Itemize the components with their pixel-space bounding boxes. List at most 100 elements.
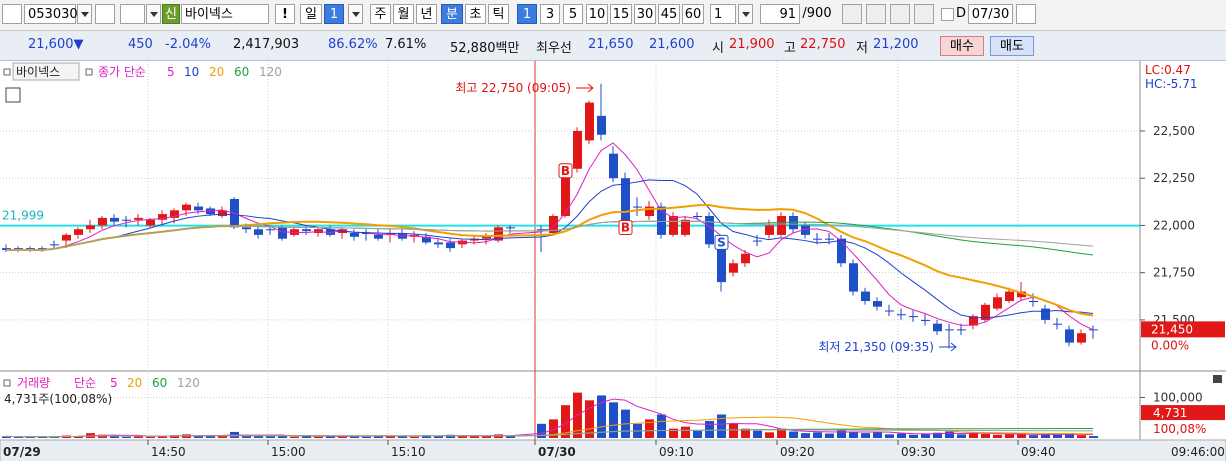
x-tick-label: 07/29 — [3, 445, 41, 459]
volume-bar — [645, 419, 654, 438]
volume-average — [5, 429, 1094, 438]
y-tick-label: 22,500 — [1153, 124, 1195, 138]
candle-body — [693, 216, 702, 217]
volume-bar — [729, 423, 738, 438]
legend-window: 120 — [177, 376, 200, 390]
candle-body — [266, 229, 275, 231]
candle-body — [573, 130, 582, 169]
candle-body — [242, 227, 251, 230]
x-tick-label: 07/30 — [538, 445, 576, 459]
volume-bar — [801, 433, 810, 438]
signal-badge — [714, 234, 729, 250]
volume-bar — [957, 434, 966, 438]
volume-bar — [74, 435, 83, 438]
volume-bar — [825, 433, 834, 438]
candle-body — [717, 244, 726, 283]
volume-bar — [314, 436, 323, 438]
volume-bar — [506, 436, 515, 438]
day-checkbox[interactable] — [941, 8, 954, 21]
candle-body — [729, 263, 738, 273]
period-button[interactable]: 10 — [586, 4, 608, 24]
period-button[interactable]: 3 — [540, 4, 560, 24]
period-button[interactable]: 틱 — [488, 4, 509, 24]
period-button[interactable]: 60 — [682, 4, 704, 24]
candle-body — [837, 238, 846, 264]
quote-value: 21,200 — [873, 37, 919, 52]
count-input[interactable]: 91 — [760, 4, 800, 24]
period-button[interactable]: 년 — [416, 4, 437, 24]
tool-icon[interactable] — [842, 4, 862, 24]
volume-bar — [278, 435, 287, 438]
quote-value: 시 — [712, 41, 724, 56]
candle-body — [494, 227, 503, 241]
unit-input[interactable]: 1 — [710, 4, 736, 24]
sell-button[interactable]: 매도 — [990, 36, 1034, 56]
sound-dropdown[interactable] — [146, 4, 161, 24]
volume-bar — [2, 436, 11, 438]
period-button[interactable]: 1 — [324, 4, 344, 24]
volume-bar — [326, 435, 335, 438]
volume-bar — [1089, 436, 1098, 438]
candle-body — [1089, 329, 1098, 331]
volume-bar — [777, 428, 786, 438]
period-button[interactable]: 월 — [393, 4, 414, 24]
period-button[interactable]: 15 — [610, 4, 632, 24]
period-button[interactable]: 1 — [517, 4, 537, 24]
legend-window: 10 — [184, 65, 199, 79]
volume-change: 100,08% — [1153, 422, 1206, 436]
tool-icon[interactable] — [914, 4, 934, 24]
candle-body — [446, 242, 455, 249]
current-price-box — [1141, 321, 1225, 338]
candle-body — [633, 206, 642, 208]
period-button[interactable]: 30 — [634, 4, 656, 24]
x-axis-bg — [0, 439, 1226, 461]
volume-bar — [561, 405, 570, 438]
quote-value: 7.61% — [385, 37, 427, 52]
buy-button[interactable]: 매수 — [940, 36, 984, 56]
legend-name: 바이넥스 — [16, 65, 60, 79]
legend-window: 60 — [152, 376, 167, 390]
period-button[interactable]: 분 — [441, 4, 463, 24]
moving-average — [6, 179, 1094, 319]
search-button[interactable] — [95, 4, 115, 24]
volume-bar — [266, 436, 275, 438]
candle-body — [1029, 301, 1038, 303]
candle-body — [50, 244, 59, 246]
candle-body — [945, 329, 954, 331]
quote-value: 52,880백만 — [450, 41, 520, 56]
period-button[interactable]: 5 — [563, 4, 583, 24]
menu-icon[interactable] — [2, 4, 22, 24]
tool-icon[interactable] — [890, 4, 910, 24]
volume-bar — [921, 433, 930, 438]
unit-dropdown[interactable] — [738, 4, 753, 24]
period-button[interactable]: 45 — [658, 4, 680, 24]
calendar-button[interactable] — [1016, 4, 1036, 24]
signal-label: B — [561, 164, 570, 178]
volume-bar — [254, 435, 263, 438]
volume-bar — [909, 434, 918, 438]
period-button[interactable]: 주 — [370, 4, 391, 24]
code-input[interactable]: 053030 — [24, 4, 78, 24]
candle-body — [825, 238, 834, 240]
period-dropdown[interactable] — [348, 4, 363, 24]
x-tick-label: 09:30 — [901, 445, 936, 459]
sound-button[interactable] — [120, 4, 145, 24]
period-button[interactable]: 초 — [465, 4, 486, 24]
candle-body — [777, 216, 786, 235]
period-button[interactable]: 일 — [300, 4, 322, 24]
volume-bar — [969, 433, 978, 438]
volume-current: 4,731 — [1153, 406, 1187, 420]
tool-icon[interactable] — [866, 4, 886, 24]
candle-body — [993, 297, 1002, 309]
date-input[interactable]: 07/30 — [968, 4, 1013, 24]
name-input[interactable]: 바이넥스 — [181, 4, 269, 24]
alert-button[interactable]: ! — [275, 4, 295, 24]
legend-ma-label: 종가 단순 — [98, 65, 146, 79]
quote-value: 저 — [856, 41, 868, 56]
code-dropdown[interactable] — [77, 4, 92, 24]
candle-body — [362, 233, 371, 235]
candle-body — [1017, 291, 1026, 298]
candle-body — [1005, 291, 1014, 302]
volume-bar — [1017, 434, 1026, 438]
quote-value: 86.62% — [328, 37, 378, 52]
